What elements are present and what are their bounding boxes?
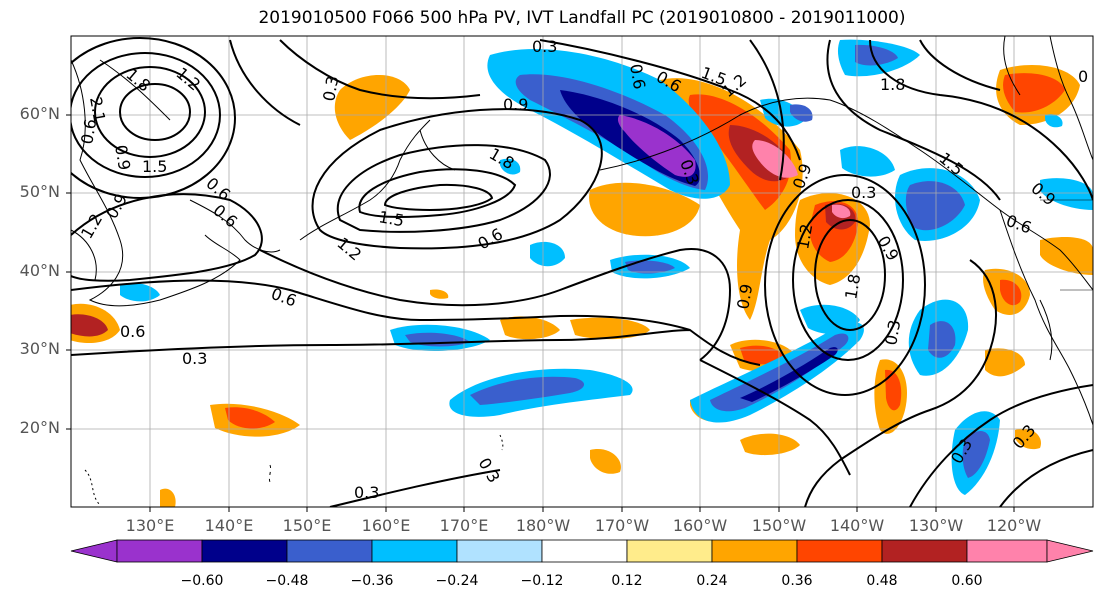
- lon-label-160e: 160°E: [361, 516, 411, 535]
- contour-label: 1.8: [880, 75, 905, 94]
- lat-label-30n: 30°N: [19, 339, 60, 358]
- colorbar-segment: [881, 539, 968, 563]
- contour-label: 1.2: [793, 222, 816, 250]
- colorbar-segment: [626, 539, 713, 563]
- contour-label: 0.3: [354, 483, 379, 502]
- contour-label: 0.3: [182, 349, 207, 368]
- colorbar-segment: [116, 539, 203, 563]
- map-title: 2019010500 F066 500 hPa PV, IVT Landfall…: [258, 8, 906, 28]
- colorbar: [70, 539, 1094, 563]
- colorbar-segment: [286, 539, 373, 563]
- colorbar-tick-label: −0.48: [265, 573, 309, 589]
- colorbar-tick-label: −0.24: [435, 573, 479, 589]
- colorbar-segment: [201, 539, 288, 563]
- colorbar-tick-label: 0.36: [781, 573, 813, 589]
- colorbar-segment: [541, 539, 628, 563]
- lon-label-170e: 170°E: [439, 516, 489, 535]
- lon-label-180w: 180°W: [515, 516, 571, 535]
- colorbar-segment: [456, 539, 543, 563]
- contour-label: 0.3: [319, 74, 342, 102]
- lat-label-40n: 40°N: [19, 261, 60, 280]
- colorbar-segment: [711, 539, 798, 563]
- lon-label-160w: 160°W: [672, 516, 728, 535]
- colorbar-tick-label: −0.36: [350, 573, 394, 589]
- contour-label: 0.9: [733, 282, 756, 310]
- contour-label: 0.9: [111, 143, 134, 171]
- pv-contours: [71, 37, 1093, 507]
- contour-label: 0: [1078, 67, 1088, 86]
- lon-label-130w: 130°W: [908, 516, 964, 535]
- contour-label: 0.9: [503, 95, 528, 114]
- lat-label-50n: 50°N: [19, 182, 60, 201]
- lon-label-170w: 170°W: [594, 516, 650, 535]
- colorbar-tick-label: −0.60: [180, 573, 224, 589]
- contour-label: 0.3: [532, 37, 557, 56]
- contour-label: 0.6: [77, 117, 100, 145]
- colorbar-extend-min: [70, 539, 118, 563]
- contour-label: 1.5: [142, 157, 167, 176]
- positive-anomaly-shading: [71, 65, 1093, 507]
- contour-label: 0.6: [120, 322, 145, 341]
- colorbar-tick-label: −0.12: [520, 573, 564, 589]
- lon-label-120w: 120°W: [986, 516, 1042, 535]
- lon-label-150e: 150°E: [282, 516, 332, 535]
- lat-label-20n: 20°N: [19, 418, 60, 437]
- colorbar-tick-label: 0.24: [696, 573, 728, 589]
- colorbar-segment: [966, 539, 1048, 563]
- contour-label: 0.6: [626, 62, 649, 90]
- colorbar-tick-label: 0.60: [951, 573, 983, 589]
- lon-label-150w: 150°W: [751, 516, 807, 535]
- anomaly-outline: [1040, 199, 1093, 291]
- contour-label: 1.5: [377, 207, 405, 230]
- lon-label-140e: 140°E: [204, 516, 254, 535]
- axis-ticks: [66, 114, 1015, 512]
- colorbar-segment: [796, 539, 883, 563]
- contour-label: 0.3: [881, 318, 904, 346]
- contour-label: 2.1: [86, 95, 109, 123]
- colorbar-tick-label: 0.12: [611, 573, 643, 589]
- gridlines: [71, 36, 1093, 507]
- lon-label-130e: 130°E: [125, 516, 175, 535]
- negative-anomaly-shading: [120, 39, 1093, 495]
- colorbar-extend-max: [1046, 539, 1094, 563]
- colorbar-tick-label: 0.48: [866, 573, 898, 589]
- contour-label: 0.3: [851, 183, 876, 202]
- colorbar-segment: [371, 539, 458, 563]
- lat-label-60n: 60°N: [19, 104, 60, 123]
- contour-label: 1.8: [841, 272, 864, 300]
- lon-label-140w: 140°W: [829, 516, 885, 535]
